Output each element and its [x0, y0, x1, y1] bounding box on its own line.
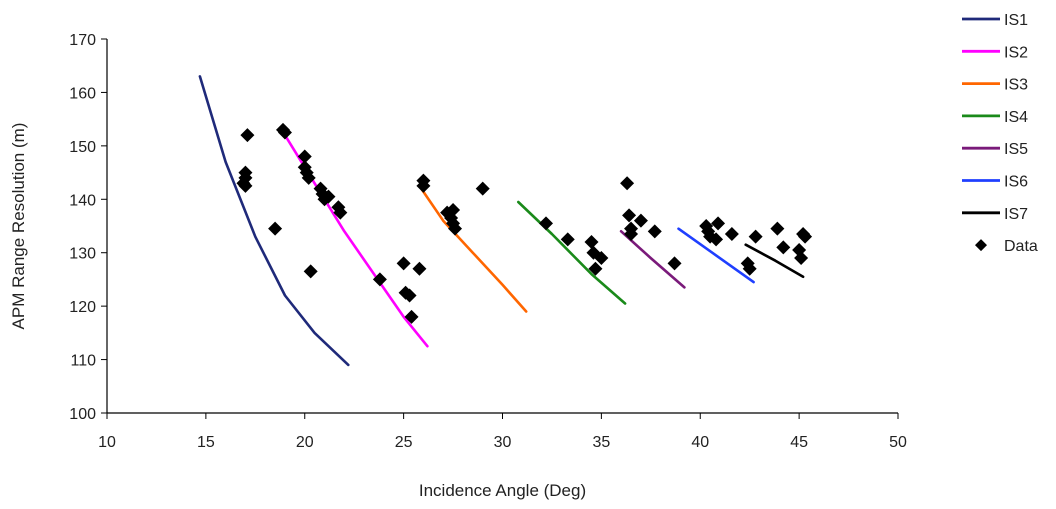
data-point [416, 178, 431, 193]
legend: IS1 IS2 IS3 IS4 IS5 IS6 IS7 Data [962, 12, 1038, 255]
legend-label: IS4 [1004, 109, 1028, 126]
legend-item-data: Data [975, 238, 1038, 255]
data-point [633, 213, 648, 228]
legend-item-is4: IS4 [962, 109, 1028, 126]
data-point [584, 235, 599, 250]
series-is1 [198, 75, 350, 367]
data-point [709, 232, 724, 247]
data-point [297, 149, 312, 164]
data-point [321, 189, 336, 204]
x-tick-label: 25 [395, 434, 413, 451]
data-point [724, 227, 739, 242]
legend-item-is3: IS3 [962, 77, 1028, 94]
y-axis-title: APM Range Resolution (m) [9, 123, 28, 330]
data-point [475, 181, 490, 196]
series-line-is1 [198, 75, 350, 367]
data-point [794, 251, 809, 266]
x-axis-title: Incidence Angle (Deg) [419, 481, 586, 500]
data-point [560, 232, 575, 247]
legend-label: IS7 [1004, 206, 1028, 223]
y-tick-label: 100 [69, 406, 96, 423]
data-point [620, 176, 635, 191]
y-tick-label: 150 [69, 139, 96, 156]
data-point [372, 272, 387, 287]
data-point [667, 256, 682, 271]
x-tick-label: 10 [98, 434, 116, 451]
y-tick-label: 170 [69, 32, 96, 49]
data-point [622, 208, 637, 223]
legend-item-is6: IS6 [962, 174, 1028, 191]
data-point [624, 227, 639, 242]
data-point [647, 224, 662, 239]
data-point [404, 309, 419, 324]
x-tick-label: 20 [296, 434, 314, 451]
x-tick-label: 50 [889, 434, 907, 451]
data-point [448, 221, 463, 236]
legend-label: IS6 [1004, 174, 1028, 191]
data-point [748, 229, 763, 244]
y-tick-label: 160 [69, 85, 96, 102]
data-point [770, 221, 785, 236]
series-is6 [677, 227, 755, 284]
data-point [268, 221, 283, 236]
data-point [301, 170, 316, 185]
legend-item-is5: IS5 [962, 141, 1028, 158]
series-data [236, 122, 813, 324]
data-point [238, 178, 253, 193]
y-tick-label: 130 [69, 246, 96, 263]
series-is4 [517, 200, 627, 305]
legend-label: Data [1004, 238, 1038, 255]
legend-label: IS5 [1004, 141, 1028, 158]
data-point [412, 261, 427, 276]
y-tick-label: 120 [69, 299, 96, 316]
plot-area [198, 75, 813, 367]
legend-item-is1: IS1 [962, 12, 1028, 29]
data-point [798, 229, 813, 244]
series-is3 [418, 184, 528, 313]
y-tick-label: 140 [69, 192, 96, 209]
data-point [588, 261, 603, 276]
series-line-is4 [517, 200, 627, 305]
x-tick-label: 30 [494, 434, 512, 451]
data-point [711, 216, 726, 231]
series-is7 [744, 243, 805, 279]
series-line-is6 [677, 227, 755, 284]
data-point [586, 245, 601, 260]
data-point [240, 128, 255, 143]
data-point [742, 261, 757, 276]
data-point [594, 251, 609, 266]
legend-label: IS3 [1004, 77, 1028, 94]
legend-label: IS1 [1004, 12, 1028, 29]
data-point [238, 165, 253, 180]
x-tick-label: 15 [197, 434, 215, 451]
data-point [776, 240, 791, 255]
x-tick-label: 45 [790, 434, 808, 451]
data-point [446, 202, 461, 217]
data-point [402, 288, 417, 303]
axes: 10 15 20 25 30 35 40 45 50 100 110 120 130 140 150 160 1… [69, 32, 907, 451]
y-tick-label: 110 [70, 353, 96, 370]
x-tick-label: 35 [592, 434, 610, 451]
legend-marker [975, 239, 987, 252]
legend-label: IS2 [1004, 44, 1028, 61]
x-tick-label: 40 [691, 434, 709, 451]
legend-item-is7: IS7 [962, 206, 1028, 223]
legend-item-is2: IS2 [962, 44, 1028, 61]
data-point [277, 125, 292, 140]
data-point [303, 264, 318, 279]
series-line-is7 [744, 243, 805, 279]
data-point [333, 205, 348, 220]
data-point [396, 256, 411, 271]
data-point [539, 216, 554, 231]
series-line-is3 [418, 184, 528, 313]
